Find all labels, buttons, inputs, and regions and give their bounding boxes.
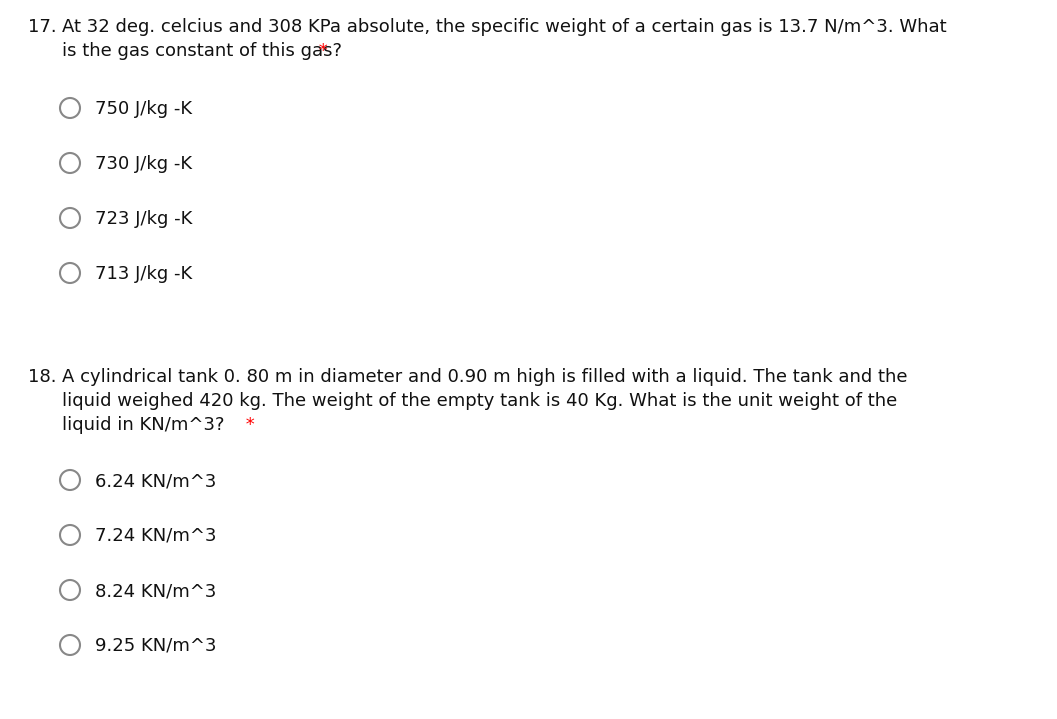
Text: 8.24 KN/m^3: 8.24 KN/m^3 (95, 582, 217, 600)
Text: liquid in KN/m^3?: liquid in KN/m^3? (62, 416, 224, 434)
Text: At 32 deg. celcius and 308 KPa absolute, the specific weight of a certain gas is: At 32 deg. celcius and 308 KPa absolute,… (62, 18, 947, 36)
Text: is the gas constant of this gas?: is the gas constant of this gas? (62, 42, 342, 60)
Text: 723 J/kg -K: 723 J/kg -K (95, 210, 192, 228)
Text: 18.: 18. (27, 368, 56, 386)
Text: 730 J/kg -K: 730 J/kg -K (95, 155, 192, 173)
Text: 750 J/kg -K: 750 J/kg -K (95, 100, 192, 118)
Text: 713 J/kg -K: 713 J/kg -K (95, 265, 192, 283)
Text: 9.25 KN/m^3: 9.25 KN/m^3 (95, 637, 217, 655)
Text: liquid weighed 420 kg. The weight of the empty tank is 40 Kg. What is the unit w: liquid weighed 420 kg. The weight of the… (62, 392, 897, 410)
Text: 6.24 KN/m^3: 6.24 KN/m^3 (95, 472, 217, 490)
Text: *: * (313, 42, 328, 60)
Text: 17.: 17. (27, 18, 57, 36)
Text: A cylindrical tank 0. 80 m in diameter and 0.90 m high is filled with a liquid. : A cylindrical tank 0. 80 m in diameter a… (62, 368, 908, 386)
Text: 7.24 KN/m^3: 7.24 KN/m^3 (95, 527, 217, 545)
Text: *: * (240, 416, 255, 434)
